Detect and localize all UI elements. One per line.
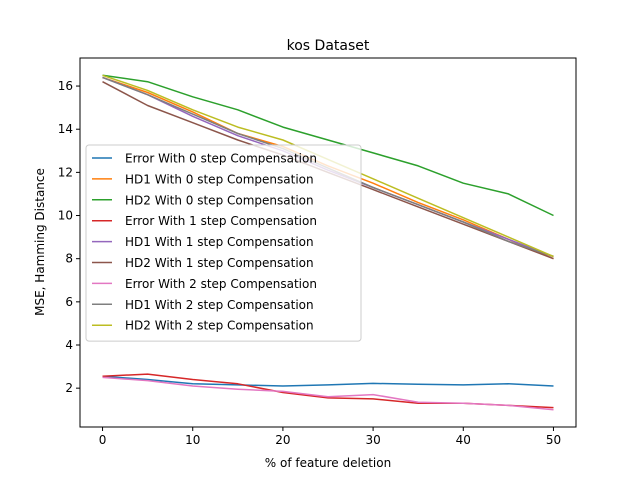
y-tick-label-2: 6 — [65, 295, 73, 309]
y-tick-label-1: 4 — [65, 338, 73, 352]
legend-entry-4: HD1 With 1 step Compensation — [125, 235, 314, 249]
legend-entry-1: HD1 With 0 step Compensation — [125, 172, 314, 186]
x-tick-label-4: 40 — [456, 433, 471, 447]
x-tick-label-0: 0 — [99, 433, 107, 447]
legend-entry-7: HD1 With 2 step Compensation — [125, 298, 314, 312]
series-line-2 — [102, 74, 554, 217]
y-axis: 2 4 6 8 10 12 14 16 — [58, 79, 80, 395]
y-tick-label-3: 8 — [65, 252, 73, 266]
y-tick-label-6: 14 — [58, 122, 73, 136]
y-tick-label-5: 12 — [58, 165, 73, 179]
y-axis-label: MSE, Hamming Distance — [33, 168, 47, 316]
x-tick-label-5: 50 — [546, 433, 561, 447]
y-tick-label-4: 10 — [58, 209, 73, 223]
legend-entry-5: HD2 With 1 step Compensation — [125, 256, 314, 270]
series-line-6 — [102, 376, 554, 411]
legend-entry-2: HD2 With 0 step Compensation — [125, 193, 314, 207]
legend-entry-8: HD2 With 2 step Compensation — [125, 319, 314, 333]
x-tick-label-3: 30 — [365, 433, 380, 447]
series-line-0 — [102, 375, 554, 387]
x-axis-label: % of feature deletion — [265, 456, 391, 470]
x-tick-label-2: 20 — [275, 433, 290, 447]
chart-title: kos Dataset — [287, 38, 370, 54]
legend-box — [85, 144, 362, 342]
legend-entry-3: Error With 1 step Compensation — [125, 214, 317, 228]
x-axis: 0 10 20 30 40 50 — [99, 427, 561, 447]
y-tick-label-0: 2 — [65, 381, 73, 395]
legend-entry-6: Error With 2 step Compensation — [125, 277, 317, 291]
legend: Error With 0 step Compensation HD1 With 0… — [85, 144, 362, 342]
x-tick-label-1: 10 — [185, 433, 200, 447]
plot-frame — [79, 57, 577, 428]
legend-entry-0: Error With 0 step Compensation — [125, 152, 317, 166]
y-tick-label-7: 16 — [58, 79, 73, 93]
